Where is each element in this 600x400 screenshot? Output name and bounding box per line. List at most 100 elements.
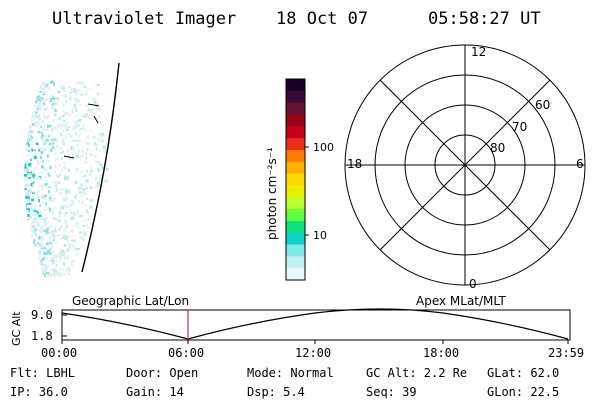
emission-speck [34,113,37,116]
emission-speck [64,230,66,232]
emission-speck [80,194,84,197]
emission-speck [85,186,88,190]
emission-speck [77,139,81,143]
emission-speck [64,219,68,222]
emission-speck [32,238,35,242]
emission-speck [75,253,78,257]
emission-speck [63,90,66,93]
timeline-axis-label: GC Alt [10,311,23,346]
emission-speck [47,172,50,175]
mlat-label-80: 80 [490,141,505,155]
emission-speck [72,154,75,158]
emission-speck [43,147,46,151]
emission-speck [51,129,53,132]
emission-speck [61,84,65,86]
emission-speck [39,230,43,234]
emission-speck [46,159,50,163]
ip-value: IP: 36.0 [10,385,68,399]
emission-speck [98,198,101,201]
emission-speck [65,189,69,192]
emission-speck [48,133,51,137]
colorbar-band [286,90,305,104]
emission-speck [55,265,58,269]
emission-speck [27,177,32,179]
emission-speck [27,164,31,166]
emission-speck [26,141,30,145]
emission-speck [74,98,78,102]
emission-speck [76,143,79,147]
emission-speck [51,95,54,98]
emission-speck [53,271,55,274]
emission-speck [35,111,38,113]
emission-speck [61,86,63,90]
emission-speck [40,97,44,100]
emission-speck [54,171,57,175]
emission-speck [58,173,61,177]
emission-speck [34,153,37,155]
emission-speck [51,138,53,142]
emission-speck [68,205,70,208]
emission-speck [48,175,51,177]
timeline-xtick-label: 23:59 [548,346,585,360]
emission-speck [79,132,82,136]
emission-speck [63,194,66,196]
emission-speck [55,259,59,263]
emission-speck [54,152,57,155]
emission-speck [62,126,66,129]
emission-speck [95,144,100,147]
emission-speck [48,190,51,194]
emission-speck [51,222,54,226]
emission-speck [58,182,61,184]
emission-speck [75,222,80,226]
emission-speck [58,90,60,93]
emission-speck [30,118,33,121]
emission-speck [33,150,36,153]
emission-speck [101,139,104,143]
emission-speck [36,146,40,150]
emission-speck [40,237,43,241]
colorbar-band [286,102,305,116]
emission-speck [77,226,81,229]
emission-speck [74,103,77,106]
timeline-ytick-label: 9.0 [31,308,53,322]
emission-speck [44,271,48,273]
emission-speck [33,225,37,228]
emission-speck [55,119,58,123]
timeline-left-title: Geographic Lat/Lon [72,294,190,308]
polar-speck [549,101,553,105]
emission-speck [40,148,44,152]
mode-value: Mode: Normal [247,366,334,380]
emission-speck [55,157,59,161]
emission-speck [25,165,29,169]
emission-speck [28,150,31,152]
emission-speck [44,183,48,186]
emission-speck [55,264,58,267]
emission-speck [88,116,90,119]
emission-speck [85,204,88,207]
emission-speck [57,98,60,102]
emission-speck [60,238,62,240]
emission-speck [30,229,34,232]
emission-speck [66,149,70,153]
emission-speck [60,132,63,137]
emission-speck [69,97,72,101]
emission-speck [38,116,41,120]
emission-speck [79,81,82,85]
emission-speck [89,172,92,176]
emission-speck [85,105,89,107]
emission-speck [56,110,59,113]
emission-speck [62,143,66,146]
emission-speck [44,135,47,138]
emission-speck [29,136,32,139]
emission-speck [84,170,89,173]
emission-speck [74,193,79,196]
emission-speck [69,94,72,98]
emission-speck [25,178,29,181]
emission-speck [42,257,45,261]
emission-speck [89,153,93,157]
emission-speck [64,207,67,210]
emission-speck [76,82,78,86]
emission-speck [96,100,98,103]
emission-speck [63,119,66,123]
emission-speck [56,180,60,183]
